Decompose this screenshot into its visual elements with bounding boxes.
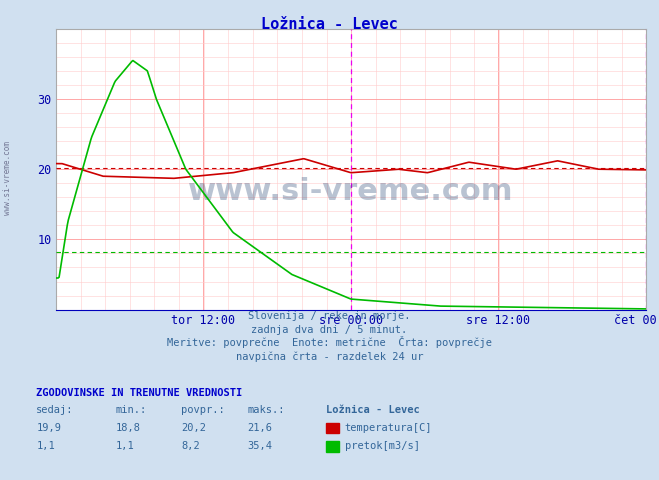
Text: min.:: min.:	[115, 405, 146, 415]
Text: 1,1: 1,1	[115, 441, 134, 451]
Text: zadnja dva dni / 5 minut.: zadnja dva dni / 5 minut.	[251, 324, 408, 335]
Text: temperatura[C]: temperatura[C]	[345, 423, 432, 433]
Text: 20,2: 20,2	[181, 423, 206, 433]
Text: maks.:: maks.:	[247, 405, 285, 415]
Text: 21,6: 21,6	[247, 423, 272, 433]
Text: sedaj:: sedaj:	[36, 405, 74, 415]
Text: 18,8: 18,8	[115, 423, 140, 433]
Text: Ložnica - Levec: Ložnica - Levec	[261, 17, 398, 32]
Text: 19,9: 19,9	[36, 423, 61, 433]
Text: navpična črta - razdelek 24 ur: navpična črta - razdelek 24 ur	[236, 351, 423, 361]
Text: 35,4: 35,4	[247, 441, 272, 451]
Text: 1,1: 1,1	[36, 441, 55, 451]
Text: ZGODOVINSKE IN TRENUTNE VREDNOSTI: ZGODOVINSKE IN TRENUTNE VREDNOSTI	[36, 388, 243, 398]
Text: pretok[m3/s]: pretok[m3/s]	[345, 441, 420, 451]
Text: www.si-vreme.com: www.si-vreme.com	[188, 177, 513, 206]
Text: povpr.:: povpr.:	[181, 405, 225, 415]
Text: www.si-vreme.com: www.si-vreme.com	[3, 141, 13, 215]
Text: Ložnica - Levec: Ložnica - Levec	[326, 405, 420, 415]
Text: Slovenija / reke in morje.: Slovenija / reke in morje.	[248, 311, 411, 321]
Text: Meritve: povprečne  Enote: metrične  Črta: povprečje: Meritve: povprečne Enote: metrične Črta:…	[167, 336, 492, 348]
Text: 8,2: 8,2	[181, 441, 200, 451]
